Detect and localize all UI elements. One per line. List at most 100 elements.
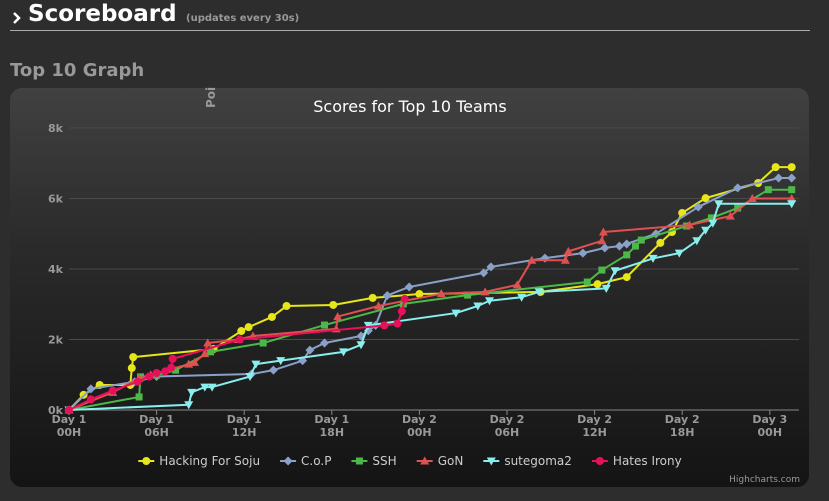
marker [614, 241, 624, 251]
marker [184, 401, 194, 410]
marker [329, 300, 338, 309]
marker [787, 173, 797, 183]
marker [305, 345, 315, 355]
series-line [68, 202, 792, 411]
marker [578, 248, 588, 258]
marker [479, 268, 489, 278]
marker [393, 319, 402, 328]
marker [161, 367, 170, 376]
marker [648, 254, 658, 263]
marker [436, 289, 446, 298]
marker [534, 288, 544, 297]
marker [167, 363, 176, 372]
page-subtitle: (updates every 30s) [186, 13, 300, 24]
legend-label: C.o.P [301, 454, 331, 468]
marker [674, 249, 684, 258]
marker [701, 226, 711, 235]
legend-label: Hacking For Soju [159, 454, 260, 468]
marker [245, 373, 255, 382]
y-axis-title: Poi [204, 87, 218, 108]
legend-item[interactable]: SSH [351, 454, 397, 468]
marker [774, 173, 784, 183]
marker [734, 204, 742, 212]
marker [595, 457, 604, 465]
marker [200, 383, 210, 392]
x-tick-label: Day 2 00H [401, 413, 437, 439]
header-rule [10, 30, 810, 31]
y-tick-label: 2k [48, 334, 64, 347]
x-tick-label: Day 2 06H [489, 413, 525, 439]
marker [283, 456, 293, 466]
x-tick-label: Day 3 00H [752, 413, 788, 439]
chevron-icon [13, 12, 21, 24]
marker [129, 353, 138, 362]
marker [187, 388, 197, 397]
marker [747, 194, 757, 202]
legend-label: sutegoma2 [504, 454, 572, 468]
x-tick-label: Day 2 12H [577, 413, 613, 439]
legend-item[interactable]: C.o.P [280, 454, 331, 468]
marker [512, 280, 522, 289]
marker [598, 227, 608, 236]
y-tick-label: 0k [48, 404, 64, 417]
marker [787, 194, 797, 202]
y-tick-label: 6k [48, 193, 64, 206]
marker [693, 202, 703, 212]
marker [207, 348, 215, 356]
marker [86, 395, 95, 404]
legend-item[interactable]: GoN [416, 454, 464, 468]
marker [282, 302, 291, 311]
marker [787, 200, 797, 209]
marker [622, 239, 632, 249]
marker [764, 186, 772, 194]
marker [244, 323, 253, 332]
marker [235, 335, 244, 344]
marker [363, 321, 373, 330]
legend-label: SSH [372, 454, 396, 468]
marker [486, 262, 496, 272]
marker [601, 284, 611, 293]
marker [560, 255, 570, 264]
series [64, 200, 797, 415]
x-tick-label: Day 1 12H [226, 413, 262, 439]
legend-item[interactable]: Hacking For Soju [138, 454, 260, 468]
marker [127, 364, 136, 373]
marker [714, 200, 724, 209]
marker [267, 312, 276, 321]
x-tick-label: Day 1 18H [314, 413, 350, 439]
x-tick-label: Day 1 00H [51, 413, 87, 439]
credit: Highcharts.com [729, 475, 800, 485]
marker [397, 307, 406, 316]
marker [404, 282, 414, 292]
marker [203, 338, 213, 347]
marker [473, 302, 483, 311]
marker [540, 253, 550, 263]
marker [142, 457, 151, 465]
marker [725, 211, 735, 220]
marker [135, 393, 143, 401]
marker [486, 457, 496, 466]
marker [484, 297, 494, 306]
marker [355, 457, 363, 465]
marker [133, 377, 142, 386]
marker [637, 236, 645, 244]
marker [86, 384, 96, 394]
marker [374, 301, 384, 310]
marker [517, 293, 527, 302]
marker [415, 290, 424, 299]
marker [464, 291, 472, 299]
marker [598, 266, 606, 274]
marker [701, 194, 710, 203]
marker [787, 163, 796, 172]
x-tick-label: Day 2 18H [664, 413, 700, 439]
marker [451, 309, 461, 318]
marker [237, 327, 246, 336]
legend-item[interactable]: sutegoma2 [483, 454, 572, 468]
marker [200, 349, 210, 358]
marker [610, 267, 620, 276]
marker [145, 372, 154, 381]
marker [685, 220, 694, 229]
legend-item[interactable]: Hates Irony [591, 454, 682, 468]
